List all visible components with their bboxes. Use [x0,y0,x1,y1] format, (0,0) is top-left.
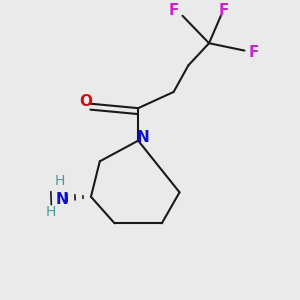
Text: H: H [55,174,65,188]
Text: F: F [168,3,179,18]
Text: F: F [219,3,229,18]
Text: N: N [56,192,69,207]
Text: O: O [79,94,92,109]
Text: F: F [248,45,259,60]
Text: N: N [136,130,149,145]
Text: H: H [45,206,56,219]
